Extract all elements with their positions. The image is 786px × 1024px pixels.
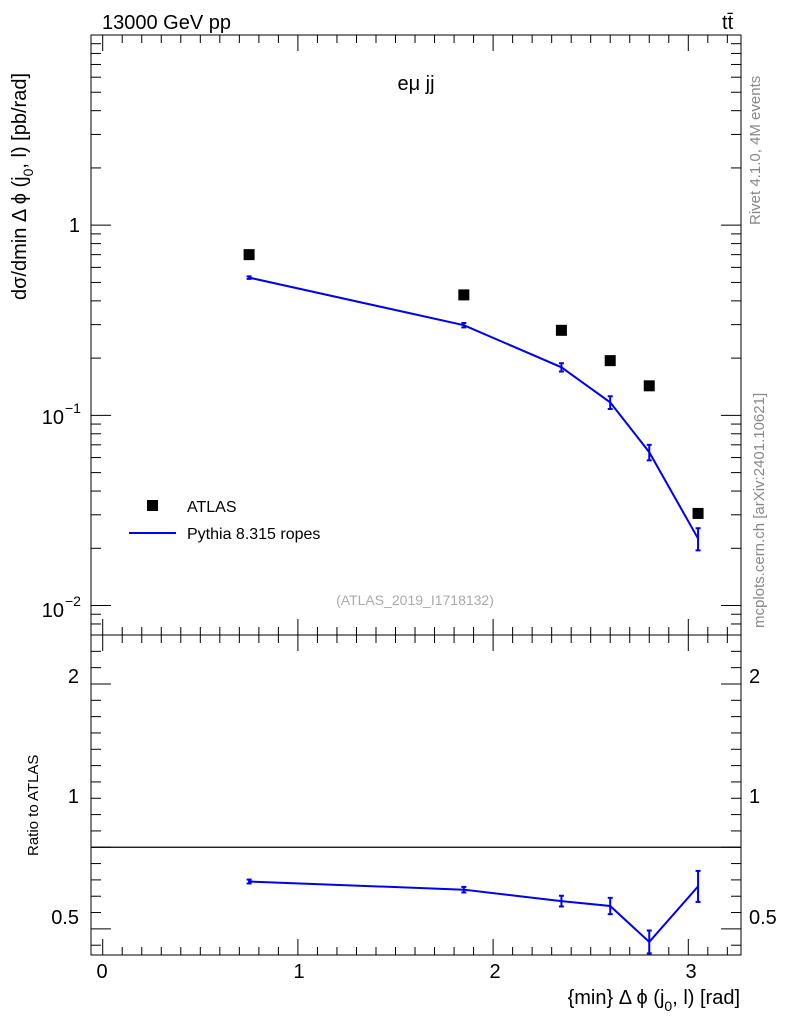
x-tick-label-2: 2 xyxy=(489,961,500,983)
header-process-label: tt̄ xyxy=(722,12,734,34)
ratio-tick-label-1-right: 1 xyxy=(749,786,760,808)
legend-label-atlas: ATLAS xyxy=(187,499,237,516)
ratio-curve xyxy=(249,880,699,944)
main-series-layer xyxy=(243,249,704,552)
main-plot-frame xyxy=(90,34,742,636)
ratio-tick-label-2-right: 2 xyxy=(749,666,760,688)
legend-marker-atlas xyxy=(147,500,158,511)
legend: ATLAS Pythia 8.315 ropes xyxy=(129,499,320,543)
atlas-data-point xyxy=(604,355,616,367)
process-antisymbol: t̄ xyxy=(727,12,733,34)
rivet-version-label: Rivet 4.1.0, 4M events xyxy=(747,76,764,225)
main-axis-ticks xyxy=(91,34,741,636)
analysis-watermark: (ATLAS_2019_I1718132) xyxy=(336,592,494,608)
atlas-data-point xyxy=(643,380,655,392)
pythia-curve xyxy=(248,276,699,540)
y-tick-exponent-0.01: −2 xyxy=(65,593,81,609)
x-tick-label-3: 3 xyxy=(685,961,696,983)
atlas-data-point xyxy=(555,324,567,336)
x-tick-label-0: 0 xyxy=(96,961,107,983)
x-axis-title: {min} Δ ϕ (j0, l) [rad] xyxy=(568,987,740,1014)
ratio-axis-title: Ratio to ATLAS xyxy=(25,755,42,856)
atlas-data-point xyxy=(692,507,704,519)
y-tick-label-1: 1 xyxy=(69,215,80,237)
ratio-tick-label-0.5-right: 0.5 xyxy=(749,907,777,929)
y-axis-title: dσ/dmin Δ ϕ (j0, l) [pb/rad] xyxy=(9,73,36,300)
ratio-tick-label-2-left: 2 xyxy=(68,666,79,688)
mcplots-source-label: mcplots.cern.ch [arXiv:2401.10621] xyxy=(751,393,768,628)
y-tick-label-0.01: 10 xyxy=(42,600,64,622)
y-tick-label-0.1: 10 xyxy=(42,407,64,429)
ratio-axis-ticks xyxy=(91,634,741,955)
ratio-tick-label-0.5-left: 0.5 xyxy=(51,907,79,929)
chart-title: eμ jj xyxy=(397,73,434,95)
ratio-plot-frame xyxy=(90,634,742,956)
process-symbol: t xyxy=(722,12,728,34)
header-energy-label: 13000 GeV pp xyxy=(102,12,231,34)
ratio-series-layer xyxy=(246,869,701,955)
y-tick-exponent-0.1: −1 xyxy=(65,400,81,416)
x-tick-label-1: 1 xyxy=(293,961,304,983)
atlas-data-point xyxy=(243,249,255,261)
atlas-data-point xyxy=(458,289,470,301)
ratio-tick-label-1-left: 1 xyxy=(68,786,79,808)
legend-label-pythia: Pythia 8.315 ropes xyxy=(187,526,320,543)
